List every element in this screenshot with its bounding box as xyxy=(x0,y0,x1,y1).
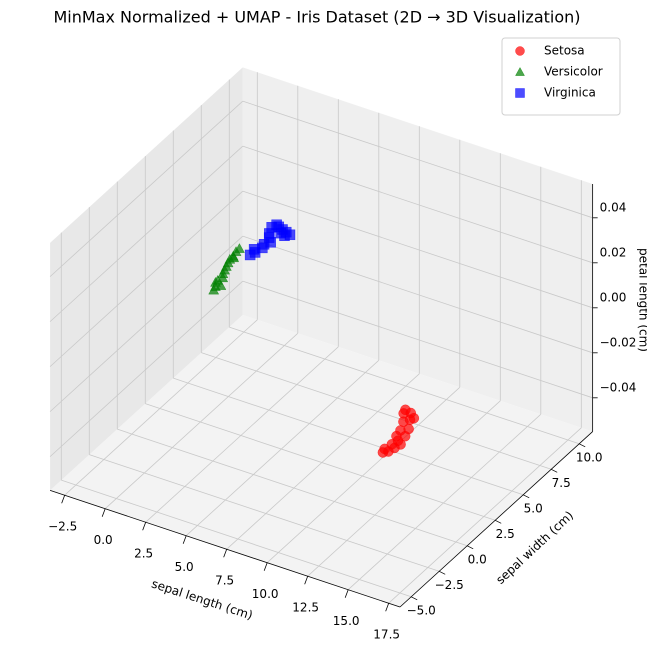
grid-line xyxy=(89,454,440,572)
chart-title: MinMax Normalized + UMAP - Iris Dataset … xyxy=(53,8,580,27)
x-tick-label: 5.0 xyxy=(175,560,194,574)
grid-line xyxy=(388,427,582,604)
point xyxy=(233,243,245,253)
legend-label: Setosa xyxy=(544,44,585,58)
grid-line xyxy=(242,280,593,399)
grid-line xyxy=(226,373,420,550)
z-tick-label: 0.00 xyxy=(600,290,627,304)
z-axis-label: petal length (cm) xyxy=(637,248,647,352)
grid-line xyxy=(49,235,243,412)
y-tick xyxy=(411,596,418,601)
y-tick xyxy=(523,494,530,499)
point xyxy=(228,252,240,263)
grid-line xyxy=(61,479,412,598)
x-tick xyxy=(142,522,147,531)
point xyxy=(210,276,221,287)
grid-line xyxy=(307,400,501,577)
grid-line xyxy=(242,145,593,264)
y-tick-label: 2.5 xyxy=(496,527,515,541)
grid-line xyxy=(242,235,593,354)
y-tick-label: 0.0 xyxy=(468,552,487,566)
point xyxy=(408,412,420,424)
floor-pane xyxy=(50,314,593,607)
y-tick-label: 5.0 xyxy=(524,501,543,515)
x-tick-label: 15.0 xyxy=(333,614,360,628)
y-tick xyxy=(467,545,474,550)
legend-label: Virginica xyxy=(544,86,596,100)
y-axis-label: sepal width (cm) xyxy=(493,508,576,587)
grid-line xyxy=(185,359,380,537)
x-tick-label: 12.5 xyxy=(292,601,319,615)
grid-line xyxy=(49,190,243,367)
x-tick xyxy=(385,603,390,612)
x-tick xyxy=(344,589,349,598)
x-tick-label: 10.0 xyxy=(252,587,279,601)
x-tick xyxy=(61,495,66,504)
x-tick-label: 2.5 xyxy=(134,547,153,561)
y-tick xyxy=(579,443,586,448)
x-axis xyxy=(49,489,401,608)
grid-line xyxy=(173,377,524,496)
grid-line xyxy=(49,145,243,322)
y-tick-label: 7.5 xyxy=(552,476,571,490)
grid-line xyxy=(117,428,468,547)
y-tick-label: −5.0 xyxy=(407,603,436,617)
grid-line xyxy=(64,319,258,496)
legend-box xyxy=(501,37,621,116)
grid-line xyxy=(104,332,299,510)
y-axis xyxy=(399,431,593,608)
point xyxy=(275,227,287,239)
grid-line xyxy=(229,326,580,445)
x-tick xyxy=(182,535,187,544)
y-tick-label: 10.0 xyxy=(576,450,603,464)
x-tick-label: 7.5 xyxy=(215,574,234,588)
legend-marker xyxy=(515,88,525,98)
x-tick xyxy=(223,549,228,558)
legend-marker xyxy=(515,66,525,76)
z-tick-label: 0.04 xyxy=(600,200,627,214)
grid-line xyxy=(145,346,339,523)
x-axis-label: sepal length (cm) xyxy=(150,577,255,623)
grid-line xyxy=(266,386,461,564)
z-tick-label: −0.04 xyxy=(600,380,637,394)
point xyxy=(400,404,411,416)
legend-marker xyxy=(515,46,525,56)
y-tick xyxy=(495,519,502,524)
legend-label: Versicolor xyxy=(544,65,603,79)
y-tick xyxy=(439,570,446,575)
grid-line xyxy=(145,403,496,521)
x-tick xyxy=(304,576,309,585)
x-tick-label: 0.0 xyxy=(94,533,113,547)
grid-line xyxy=(201,352,552,470)
z-tick-label: −0.02 xyxy=(600,335,637,349)
x-tick xyxy=(263,562,268,571)
grid-line xyxy=(49,100,243,277)
z-tick-label: 0.02 xyxy=(600,245,627,259)
grid-line xyxy=(242,190,593,309)
grid-line xyxy=(49,280,243,457)
grid-line xyxy=(242,100,593,219)
x-tick xyxy=(101,508,106,517)
y-tick-label: −2.5 xyxy=(435,578,464,592)
y-tick xyxy=(551,468,558,473)
grid-line xyxy=(347,413,542,591)
x-tick-label: −2.5 xyxy=(48,520,77,534)
x-tick-label: 17.5 xyxy=(373,628,400,642)
